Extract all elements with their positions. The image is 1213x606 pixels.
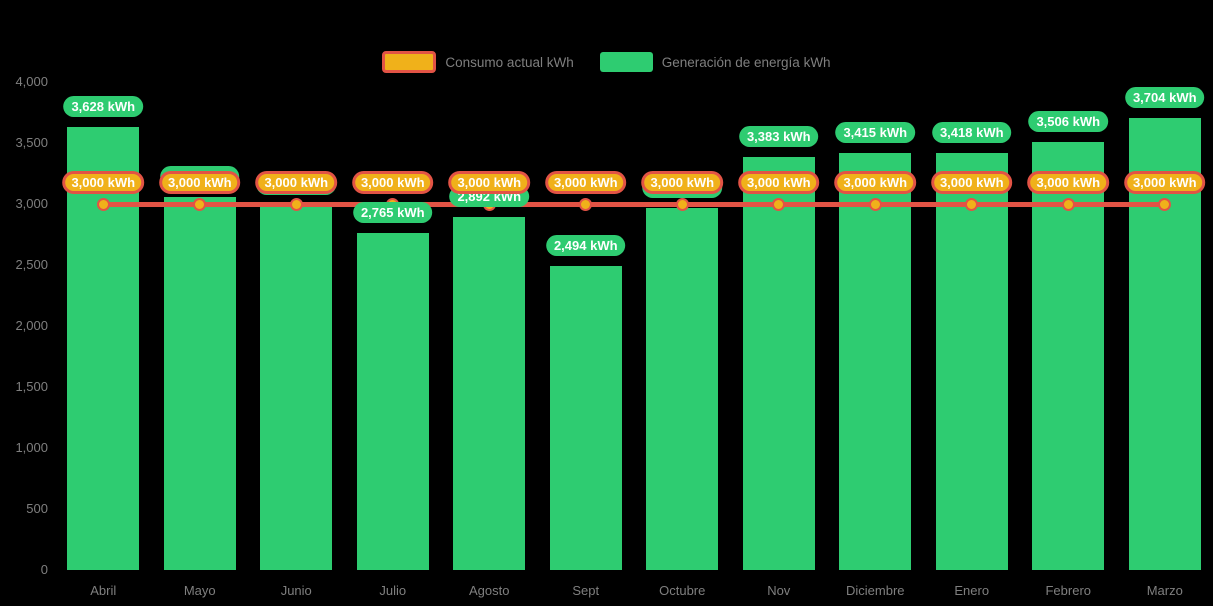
consumption-label-nov: 3,000 kWh xyxy=(737,171,820,194)
generation-label-abril: 3,628 kWh xyxy=(63,96,144,118)
bar-sept[interactable] xyxy=(549,265,622,570)
x-tick-sept: Sept xyxy=(572,583,600,598)
consumption-label-junio: 3,000 kWh xyxy=(255,171,338,194)
consumption-label-abril: 3,000 kWh xyxy=(62,171,145,194)
x-tick-octubre: Octubre xyxy=(659,583,706,598)
x-tick-nov: Nov xyxy=(767,583,791,598)
legend: Consumo actual kWh Generación de energía… xyxy=(0,50,1213,74)
line-point-diciembre[interactable] xyxy=(868,197,882,211)
bar-julio[interactable] xyxy=(356,232,429,570)
legend-label-generacion: Generación de energía kWh xyxy=(661,54,831,70)
generacion-swatch-icon xyxy=(599,52,653,72)
consumption-label-julio: 3,000 kWh xyxy=(351,171,434,194)
bar-junio[interactable] xyxy=(260,205,333,570)
consumption-label-agosto: 3,000 kWh xyxy=(448,171,531,194)
generation-label-julio: 2,765 kWh xyxy=(352,201,433,223)
x-tick-enero: Enero xyxy=(954,583,990,598)
y-tick: 4,000 xyxy=(15,74,48,89)
line-point-abril[interactable] xyxy=(96,197,110,211)
generation-label-sept: 2,494 kWh xyxy=(545,234,626,256)
x-tick-diciembre: Diciembre xyxy=(845,583,905,598)
line-point-nov[interactable] xyxy=(772,197,786,211)
consumo-swatch-icon xyxy=(382,51,437,73)
bar-nov[interactable] xyxy=(742,157,815,570)
generation-label-febrero: 3,506 kWh xyxy=(1028,111,1109,133)
bar-febrero[interactable] xyxy=(1032,142,1105,570)
line-point-febrero[interactable] xyxy=(1061,197,1075,211)
y-tick: 1,000 xyxy=(15,440,48,455)
line-point-enero[interactable] xyxy=(965,197,979,211)
x-tick-mayo: Mayo xyxy=(183,583,216,598)
legend-label-consumo: Consumo actual kWh xyxy=(445,54,574,70)
legend-item-generacion[interactable]: Generación de energía kWh xyxy=(599,52,831,72)
consumption-line xyxy=(103,201,1165,207)
consumption-label-marzo: 3,000 kWh xyxy=(1123,171,1206,194)
y-tick: 2,500 xyxy=(15,257,48,272)
line-point-junio[interactable] xyxy=(289,197,303,211)
x-tick-abril: Abril xyxy=(90,583,117,598)
generation-label-nov: 3,383 kWh xyxy=(738,126,819,148)
consumption-label-mayo: 3,000 kWh xyxy=(158,171,241,194)
y-tick: 500 xyxy=(26,501,48,516)
bar-enero[interactable] xyxy=(935,153,1008,570)
consumption-label-octubre: 3,000 kWh xyxy=(641,171,724,194)
x-axis: Abril Mayo Junio Julio Agosto Sept Octubre Nov D… xyxy=(55,583,1213,601)
x-tick-agosto: Agosto xyxy=(469,583,510,598)
generation-label-enero: 3,418 kWh xyxy=(931,122,1012,144)
bar-octubre[interactable] xyxy=(646,208,719,570)
consumption-label-diciembre: 3,000 kWh xyxy=(834,171,917,194)
legend-item-consumo[interactable]: Consumo actual kWh xyxy=(382,51,574,73)
x-tick-marzo: Marzo xyxy=(1146,583,1183,598)
bar-agosto[interactable] xyxy=(453,217,526,570)
y-tick: 3,000 xyxy=(15,196,48,211)
line-point-marzo[interactable] xyxy=(1158,197,1172,211)
x-tick-julio: Julio xyxy=(379,583,407,598)
y-tick: 1,500 xyxy=(15,379,48,394)
bar-mayo[interactable] xyxy=(163,197,236,570)
generation-label-diciembre: 3,415 kWh xyxy=(835,122,916,144)
y-tick: 0 xyxy=(40,562,48,577)
x-tick-junio: Junio xyxy=(280,583,312,598)
consumption-label-febrero: 3,000 kWh xyxy=(1027,171,1110,194)
line-point-octubre[interactable] xyxy=(675,197,689,211)
y-axis: 0 500 1,000 1,500 2,000 2,500 3,000 3,500 4,000 xyxy=(0,0,48,606)
y-tick: 3,500 xyxy=(15,135,48,150)
consumption-label-sept: 3,000 kWh xyxy=(544,171,627,194)
bar-diciembre[interactable] xyxy=(839,153,912,570)
x-tick-febrero: Febrero xyxy=(1045,583,1092,598)
consumption-label-enero: 3,000 kWh xyxy=(930,171,1013,194)
generation-label-marzo: 3,704 kWh xyxy=(1124,87,1205,109)
y-tick: 2,000 xyxy=(15,318,48,333)
line-point-mayo[interactable] xyxy=(193,197,207,211)
line-point-sept[interactable] xyxy=(579,197,593,211)
